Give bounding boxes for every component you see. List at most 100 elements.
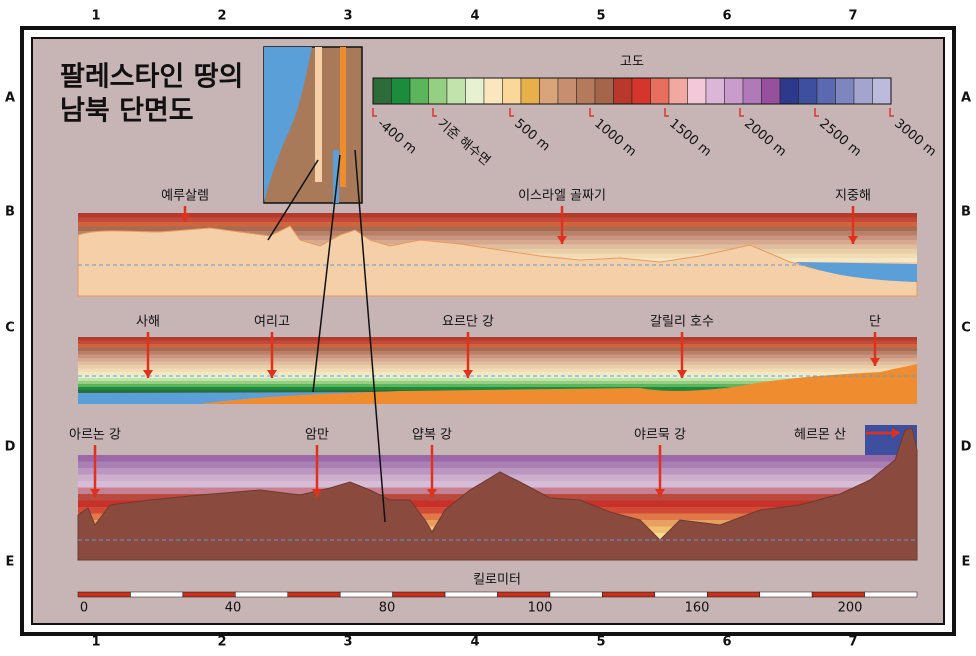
scale-segment [77, 591, 131, 598]
elevation-band [78, 384, 917, 388]
legend-tick [889, 108, 894, 117]
terrain [78, 364, 917, 404]
scale-label: 0 [80, 601, 88, 616]
scale-segment [130, 591, 184, 598]
grid-column-label: 7 [848, 9, 857, 24]
place-label: 사해 [136, 315, 160, 330]
grid-row-label: D [5, 440, 16, 455]
inset-strip [340, 47, 346, 187]
scale-segment [549, 591, 603, 598]
legend-swatch [779, 77, 799, 105]
legend-tick [589, 108, 594, 117]
grid-column-label: 4 [470, 635, 479, 650]
scale-label: 200 [838, 601, 863, 616]
legend-swatch [761, 77, 781, 105]
elevation-band [78, 358, 917, 362]
elevation-band [78, 226, 917, 232]
scale-segment [707, 591, 760, 598]
legend-swatch [465, 77, 485, 105]
place-label: 여리고 [254, 315, 290, 330]
arrow-head [143, 370, 153, 378]
legend-swatch [816, 77, 836, 105]
grid-row-label: C [5, 321, 15, 336]
leader-line [267, 159, 319, 241]
place-label: 얍복 강 [412, 428, 452, 443]
legend-frame [372, 77, 892, 105]
grid-column-label: 5 [596, 9, 605, 24]
legend-swatch [742, 77, 762, 105]
inset-sea [264, 47, 312, 203]
inset-strip [333, 150, 339, 203]
elevation-band [78, 347, 917, 352]
arrow-head [677, 370, 687, 378]
legend-swatch [391, 77, 411, 105]
grid-column-label: 7 [848, 635, 857, 650]
grid-column-label: 5 [596, 635, 605, 650]
grid-column-label: 1 [91, 635, 100, 650]
elevation-band [78, 244, 917, 250]
arrow-head [655, 489, 665, 497]
scale-segment [444, 591, 498, 598]
scale-segment [235, 591, 288, 598]
scale-segment [759, 591, 813, 598]
grid-row-label: C [961, 321, 971, 336]
place-label: 갈릴리 호수 [650, 315, 714, 330]
legend-tick [372, 108, 377, 117]
grid-column-label: 1 [91, 9, 100, 24]
legend-swatch [853, 77, 873, 105]
sea [795, 262, 917, 282]
legend-swatch [502, 77, 522, 105]
place-label: 야르묵 강 [634, 428, 686, 443]
scale-segment [602, 591, 656, 598]
elevation-band [78, 217, 917, 223]
place-label: 예루살렘 [161, 189, 209, 204]
scale-label: 40 [225, 601, 242, 616]
legend-tick [432, 108, 437, 117]
arrow-head [463, 370, 473, 378]
arrow-head [892, 428, 900, 438]
arrow-head [848, 236, 858, 244]
grid-column-label: 6 [722, 9, 731, 24]
elevation-band [78, 354, 917, 359]
arrow-head [90, 489, 100, 497]
scale-segment [497, 591, 551, 598]
place-label: 단 [869, 315, 881, 330]
elevation-band [78, 375, 917, 379]
legend-swatch [798, 77, 818, 105]
elevation-band [78, 378, 917, 382]
legend-swatch [650, 77, 670, 105]
elevation-band [78, 381, 917, 385]
arrow-head [427, 489, 437, 497]
elevation-band [78, 213, 917, 218]
grid-row-label: A [961, 91, 971, 106]
elevation-band [78, 365, 917, 369]
legend-swatch [428, 77, 448, 105]
legend-swatch [631, 77, 651, 105]
legend-tick [509, 108, 514, 117]
terrain [77, 225, 918, 297]
layers [77, 46, 918, 561]
place-label: 지중해 [835, 189, 871, 204]
scale-segment [811, 591, 865, 598]
legend-swatch [668, 77, 688, 105]
legend-swatch [372, 77, 392, 105]
leader-line [354, 149, 386, 523]
grid-column-label: 4 [470, 9, 479, 24]
elevation-band [78, 340, 917, 345]
elevation-band [78, 372, 917, 376]
legend-swatch [539, 77, 559, 105]
legend-swatch [835, 77, 855, 105]
scale-title: 킬로미터 [473, 573, 521, 588]
legend-swatch [520, 77, 540, 105]
scale-segment [182, 591, 236, 598]
arrow-head [870, 358, 880, 366]
legend-swatch [724, 77, 744, 105]
grid-row-label: B [5, 205, 15, 220]
legend-swatch [483, 77, 503, 105]
legend-tick [814, 108, 819, 117]
place-label: 암만 [305, 428, 329, 443]
elevation-band [78, 387, 917, 391]
title-line: 팔레스타인 땅의 [60, 62, 243, 93]
arrow-head [557, 236, 567, 244]
